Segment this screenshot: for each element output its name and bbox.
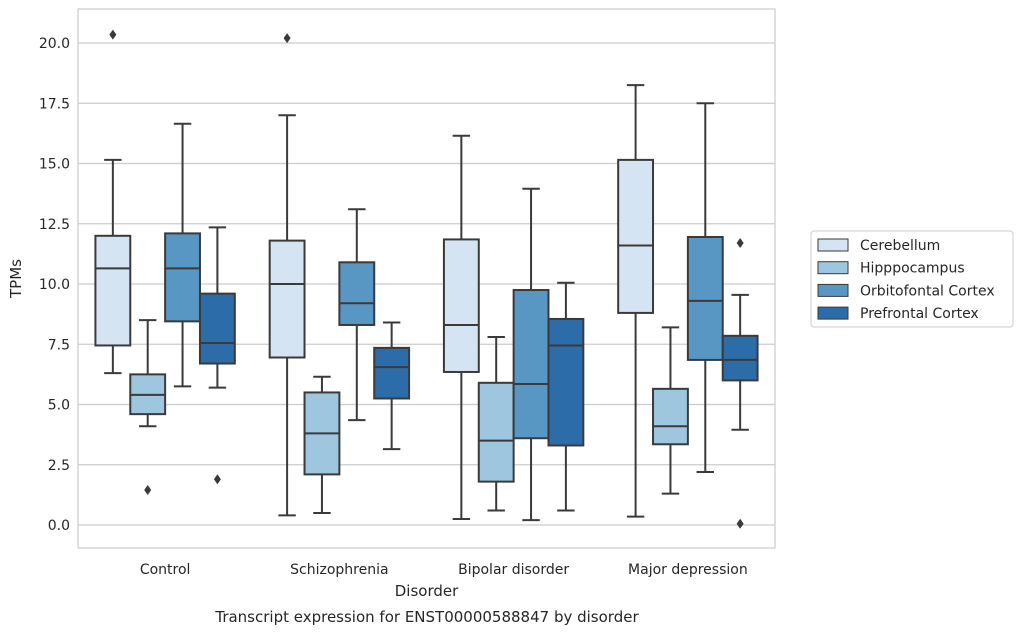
legend: Cerebellum Hipppocampus Orbitofontal Corte…	[810, 230, 1014, 328]
box-body	[164, 232, 201, 323]
outlier-point	[213, 474, 221, 485]
chart-title: Transcript expression for ENST0000058884…	[214, 608, 639, 626]
legend-frame	[810, 230, 1014, 328]
outlier-point	[109, 29, 117, 40]
box	[477, 336, 515, 512]
box-body	[686, 236, 724, 361]
box-body	[617, 158, 655, 314]
y-tick-label: 0.0	[48, 518, 70, 534]
box-body	[652, 387, 689, 446]
plot-frame	[77, 8, 776, 549]
box-body	[268, 239, 306, 359]
y-tick-labels: 0.0 2.5 5.0 7.5 10.0 12.5 15.0 17.5 20.0	[39, 36, 70, 534]
box-body	[442, 238, 480, 373]
box-body	[338, 261, 376, 326]
box	[442, 134, 480, 520]
legend-swatch	[817, 283, 849, 297]
box	[198, 226, 236, 485]
legend-swatch	[817, 238, 849, 252]
box	[268, 33, 306, 517]
legend-label: Prefrontal Cortex	[860, 306, 979, 322]
legend-swatch	[817, 261, 849, 275]
box	[338, 208, 376, 422]
outlier-point	[736, 518, 744, 529]
boxes	[94, 29, 759, 529]
box-body	[373, 346, 411, 400]
box-body	[198, 292, 236, 365]
box-body	[512, 289, 550, 440]
outlier-point	[283, 33, 291, 44]
box	[129, 319, 167, 496]
x-tick-label: Control	[140, 562, 191, 578]
box-body	[477, 381, 515, 483]
box	[652, 326, 689, 495]
y-tick-label: 5.0	[48, 398, 70, 414]
y-tick-label: 7.5	[48, 337, 70, 353]
box	[303, 375, 341, 514]
legend-label: Hipppocampus	[860, 261, 965, 277]
outlier-point	[736, 238, 744, 249]
series-cerebellum	[94, 29, 655, 520]
y-axis-label: TPMs	[7, 259, 25, 299]
x-tick-label: Major depression	[628, 562, 748, 578]
x-tick-labels: Control Schizophrenia Bipolar disorder Majo…	[140, 562, 748, 578]
box	[686, 102, 724, 473]
y-tick-label: 2.5	[48, 458, 70, 474]
box	[512, 187, 550, 522]
box	[547, 281, 585, 512]
box	[164, 122, 201, 388]
legend-label: Orbitofontal Cortex	[860, 283, 995, 299]
series-orbitofontal-cortex	[164, 102, 724, 522]
y-tick-label: 12.5	[39, 217, 70, 233]
x-tick-label: Bipolar disorder	[458, 562, 569, 578]
box-body	[547, 317, 585, 447]
y-tick-label: 20.0	[39, 36, 70, 52]
box	[721, 238, 759, 529]
box-body	[721, 334, 759, 382]
box	[373, 321, 411, 451]
y-tick-label: 17.5	[39, 96, 70, 112]
y-tick-label: 10.0	[39, 277, 70, 293]
x-tick-label: Schizophrenia	[290, 562, 388, 578]
legend-label: Cerebellum	[860, 238, 940, 254]
box	[617, 84, 655, 518]
series-prefrontal-cortex	[198, 226, 759, 529]
outlier-point	[144, 485, 152, 496]
box	[94, 29, 132, 375]
x-axis-label: Disorder	[395, 582, 459, 600]
legend-swatch	[817, 306, 849, 320]
y-tick-label: 15.0	[39, 157, 70, 173]
box-body	[94, 234, 132, 347]
